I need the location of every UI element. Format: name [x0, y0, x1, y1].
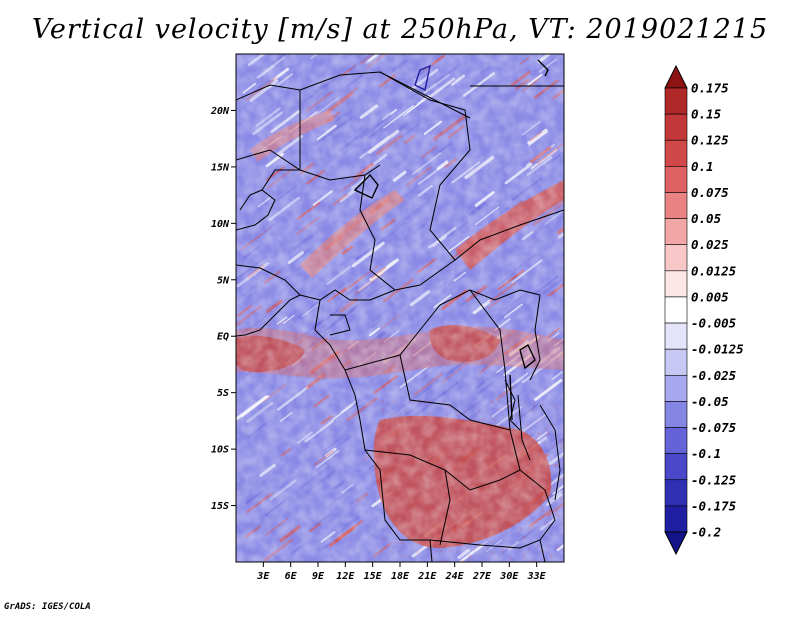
lon-tick-label: 33E: [527, 571, 547, 582]
lon-tick-label: 27E: [472, 571, 492, 582]
lon-tick-label: 3E: [256, 571, 270, 582]
colorbar-label: -0.175: [691, 498, 737, 513]
colorbar-swatch: [664, 374, 688, 402]
colorbar-label: -0.025: [691, 368, 737, 383]
field-speckle-west: [236, 320, 326, 380]
colorbar-label: 0.0125: [691, 263, 737, 278]
colorbar-top-extension: [664, 64, 688, 89]
colorbar-label: -0.075: [691, 420, 737, 435]
coastline-features: [353, 59, 549, 421]
colorbar-label: 0.175: [691, 81, 729, 96]
colorbar-swatch: [664, 322, 688, 350]
field-streak: [560, 188, 564, 194]
vertical-velocity-field: [236, 54, 564, 562]
colorbar-swatch: [664, 505, 688, 533]
colorbar-label: 0.15: [691, 107, 722, 122]
lat-tick-label: 5S: [217, 388, 229, 399]
field-speckle: [380, 400, 564, 562]
lon-tick-label: 9E: [312, 571, 325, 582]
colorbar-label: -0.1: [691, 446, 721, 461]
lon-tick-label: 12E: [336, 571, 355, 582]
lat-tick-label: EQ: [217, 332, 229, 343]
colorbar-swatch: [664, 87, 688, 115]
colorbar-label: -0.2: [691, 525, 721, 540]
colorbar-swatch: [664, 401, 688, 428]
lon-tick-label: 15E: [364, 571, 383, 582]
colorbar-swatch: [664, 166, 688, 193]
colorbar-label: 0.075: [691, 185, 729, 200]
colorbar-swatch: [664, 348, 688, 376]
field-streak: [561, 354, 564, 359]
latitude-axis: 20N 15N 10N 5N EQ 5S 10S 15S: [210, 106, 236, 512]
colorbar-swatch: [664, 296, 688, 324]
country-borders: [236, 71, 564, 562]
colorbar-swatch: [664, 453, 688, 481]
lat-tick-label: 10N: [211, 219, 230, 230]
lon-tick-label: 18E: [391, 571, 410, 582]
colorbar-swatch: [664, 427, 688, 454]
colorbar-swatch: [664, 479, 688, 507]
colorbar-label: 0.005: [691, 289, 729, 304]
lon-tick-label: 6E: [285, 571, 298, 582]
colorbar-label: 0.05: [691, 211, 722, 226]
longitude-axis: 3E 6E 9E 12E 15E 18E 21E 24E 27E 30E 33E: [256, 562, 547, 582]
colorbar: 0.175 0.15 0.125 0.1 0.075 0.05 0.025 0.0125 0.0…: [664, 64, 744, 556]
lat-tick-label: 10S: [211, 445, 229, 456]
lat-tick-label: 15S: [211, 501, 229, 512]
colorbar-swatch: [664, 139, 688, 167]
colorbar-label: -0.0125: [691, 342, 744, 357]
colorbar-swatch: [664, 192, 688, 219]
lat-tick-label: 5N: [217, 275, 230, 286]
lon-tick-label: 30E: [499, 571, 519, 582]
colorbar-label: -0.005: [691, 316, 737, 331]
lon-tick-label: 21E: [417, 571, 437, 582]
colorbar-label: -0.05: [691, 394, 729, 409]
colorbar-swatch: [664, 270, 688, 298]
colorbar-label: 0.125: [691, 133, 729, 148]
colorbar-label: -0.125: [691, 472, 737, 487]
colorbar-swatch: [664, 244, 688, 272]
colorbar-swatch: [664, 218, 688, 246]
colorbar-label: 0.025: [691, 237, 729, 252]
colorbar-swatch: [664, 113, 688, 141]
colorbar-bottom-extension: [664, 531, 688, 556]
colorbar-label: 0.1: [691, 159, 714, 174]
lat-tick-label: 15N: [211, 162, 230, 173]
lon-tick-label: 24E: [445, 571, 465, 582]
lat-tick-label: 20N: [210, 106, 230, 117]
map-title: Vertical velocity [m/s] at 250hPa, VT: 2…: [31, 14, 769, 45]
grads-credit: GrADS: IGES/COLA: [4, 602, 91, 612]
